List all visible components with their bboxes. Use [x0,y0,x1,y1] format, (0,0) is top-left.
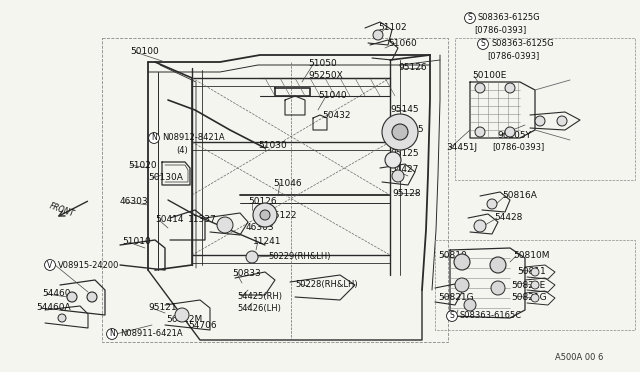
Circle shape [58,314,66,322]
Text: S: S [450,311,454,321]
Text: S: S [468,13,472,22]
Circle shape [491,281,505,295]
Circle shape [505,83,515,93]
Text: 50100E: 50100E [472,71,506,80]
Circle shape [382,114,418,150]
Text: N: N [151,134,157,142]
Circle shape [535,116,545,126]
Text: 51010: 51010 [122,237,151,247]
Text: 50821G: 50821G [511,294,547,302]
Text: [0786-0393]: [0786-0393] [492,142,544,151]
Text: 50810: 50810 [438,251,467,260]
Circle shape [475,127,485,137]
Text: 50130A: 50130A [148,173,183,183]
Text: 54428: 54428 [494,214,522,222]
Text: 54706: 54706 [188,321,216,330]
Text: 54460: 54460 [42,289,70,298]
Circle shape [373,30,383,40]
Text: 54426(LH): 54426(LH) [237,304,281,312]
Text: 51030: 51030 [258,141,287,150]
Text: S: S [481,39,485,48]
Circle shape [531,281,539,289]
Circle shape [87,292,97,302]
Text: 51060: 51060 [388,38,417,48]
Text: [0786-0393]: [0786-0393] [474,26,526,35]
Text: 50126: 50126 [248,198,276,206]
Text: 50414: 50414 [155,215,184,224]
Text: 50811: 50811 [517,267,546,276]
Text: 51050: 51050 [308,58,337,67]
Text: 96205Y: 96205Y [497,131,531,140]
Text: FRONT: FRONT [48,201,76,219]
Circle shape [217,217,233,233]
Circle shape [490,257,506,273]
Text: 46303: 46303 [120,198,148,206]
Text: 46303: 46303 [246,224,275,232]
Circle shape [253,203,277,227]
Text: 51020: 51020 [128,160,157,170]
Circle shape [474,220,486,232]
Text: 95125: 95125 [390,148,419,157]
Circle shape [260,210,270,220]
Circle shape [454,254,470,270]
Text: 51102: 51102 [378,23,406,32]
Circle shape [531,294,539,302]
Text: 50821G: 50821G [438,294,474,302]
Text: 50821E: 50821E [511,280,545,289]
Text: 55205: 55205 [395,125,424,135]
Text: 54425(RH): 54425(RH) [237,292,282,301]
Circle shape [505,127,515,137]
Text: 50810M: 50810M [513,251,550,260]
Circle shape [392,170,404,182]
Text: 51040: 51040 [318,92,347,100]
Circle shape [392,124,408,140]
Circle shape [385,152,401,168]
Text: S08363-6165C: S08363-6165C [460,311,522,321]
Circle shape [475,83,485,93]
Text: 11337: 11337 [188,215,217,224]
Text: 50833: 50833 [232,269,260,279]
Text: 50100: 50100 [130,48,159,57]
Text: 56122M: 56122M [166,315,202,324]
Circle shape [487,199,497,209]
Text: 50432: 50432 [322,110,351,119]
Text: 95128: 95128 [392,189,420,198]
Text: (4): (4) [176,147,188,155]
Text: 95121: 95121 [148,304,177,312]
Text: N08911-6421A: N08911-6421A [120,330,182,339]
Circle shape [464,299,476,311]
Text: V08915-24200: V08915-24200 [58,260,120,269]
Text: S08363-6125G: S08363-6125G [478,13,541,22]
Text: 34451J: 34451J [446,144,477,153]
Text: V: V [47,260,52,269]
Text: N08912-8421A: N08912-8421A [162,134,225,142]
Text: [0786-0393]: [0786-0393] [487,51,540,61]
Text: 54460A: 54460A [36,304,70,312]
Circle shape [557,116,567,126]
Circle shape [246,251,258,263]
Text: 95250X: 95250X [308,71,343,80]
Text: 95126: 95126 [398,64,427,73]
Text: S08363-6125G: S08363-6125G [491,39,554,48]
Circle shape [175,308,189,322]
Circle shape [67,292,77,302]
Text: 51046: 51046 [273,179,301,187]
Circle shape [455,278,469,292]
Text: 50816A: 50816A [502,192,537,201]
Circle shape [531,268,539,276]
Text: A500A 00 6: A500A 00 6 [555,353,604,362]
Text: 95145: 95145 [390,106,419,115]
Text: 95122: 95122 [268,211,296,219]
Text: 54427: 54427 [390,166,419,174]
Text: N: N [109,330,115,339]
Text: 50229(RH&LH): 50229(RH&LH) [268,251,330,260]
Text: 50228(RH&LH): 50228(RH&LH) [295,279,358,289]
Text: 11241: 11241 [253,237,282,246]
